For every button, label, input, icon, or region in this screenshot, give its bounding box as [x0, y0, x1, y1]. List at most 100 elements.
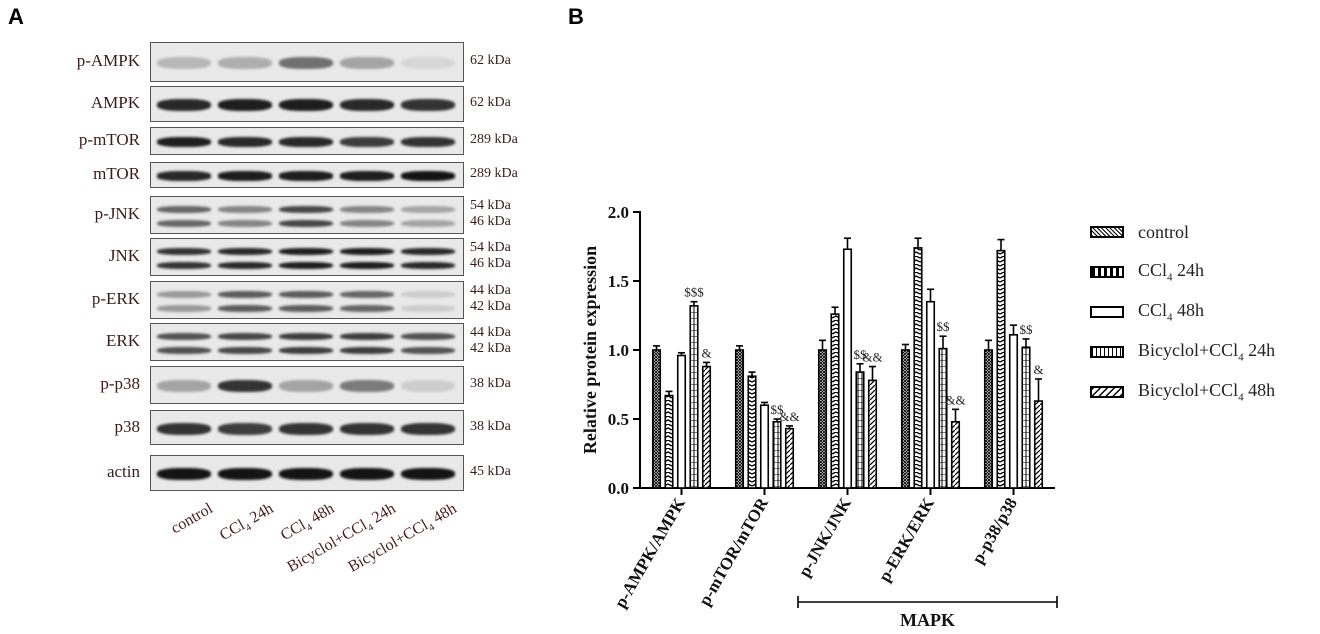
blot-kda-label: 289 kDa: [470, 166, 518, 181]
blot-band: [157, 380, 211, 392]
x-category-label: p-p38/p38: [968, 495, 1021, 568]
blot-strip: [150, 238, 464, 276]
blot-row-label: ERK: [106, 331, 140, 350]
y-tick-label: 2.0: [608, 203, 629, 222]
blot-band: [279, 248, 333, 256]
panel-a-letter: A: [8, 4, 24, 29]
blot-band: [340, 305, 394, 313]
blot-band: [218, 171, 272, 181]
y-tick-label: 0.0: [608, 479, 629, 498]
y-axis-label: Relative protein expression: [580, 246, 600, 454]
bar: [913, 247, 923, 489]
bar: [1021, 346, 1031, 489]
bar: [734, 349, 745, 489]
x-category-label: p-ERK/ERK: [875, 494, 939, 585]
blot-lane-label: Bicyclol+CCl4 48h: [345, 500, 460, 576]
mapk-bracket-label: MAPK: [900, 610, 955, 630]
blot-row-label: actin: [106, 462, 140, 481]
bar: [817, 349, 828, 489]
legend-swatch: [1090, 306, 1124, 318]
blot-row-label: mTOR: [93, 164, 140, 183]
blot-band: [340, 248, 394, 256]
blot-band: [340, 380, 394, 392]
bar: [1008, 334, 1019, 489]
bar: [900, 349, 911, 489]
bar: [983, 349, 994, 489]
bar: [996, 249, 1006, 489]
y-tick-label: 1.0: [608, 341, 629, 360]
bar: [938, 347, 948, 489]
blot-band: [401, 291, 455, 299]
blot-kda-label: 46 kDa: [470, 214, 511, 229]
blot-band: [157, 137, 211, 147]
y-tick-label: 0.5: [608, 410, 629, 429]
blot-strip: [150, 410, 464, 445]
blot-kda-label: 62 kDa: [470, 95, 511, 110]
blot-band: [157, 99, 211, 111]
blot-band: [340, 206, 394, 214]
blot-band: [218, 305, 272, 313]
blot-band: [279, 137, 333, 147]
chart-labels: $$$&$$&&$$&&$$&&$$&p-AMPK/AMPK p-mTOR/mTO…: [611, 285, 1044, 630]
blot-band: [157, 422, 211, 435]
blot-band: [218, 262, 272, 270]
blot-kda-label: 54 kDa: [470, 240, 511, 255]
bar: [689, 305, 699, 489]
blot-band: [218, 220, 272, 228]
blot-band: [279, 380, 333, 392]
blot-band: [218, 347, 272, 355]
blot-band: [340, 171, 394, 181]
blot-strip: [150, 455, 464, 491]
significance-mark: &&: [779, 409, 799, 424]
blot-band: [340, 422, 394, 435]
x-category-label: p-JNK/JNK: [795, 494, 856, 580]
bar: [830, 313, 840, 489]
y-tick-label: 1.5: [608, 272, 629, 291]
blot-band: [401, 468, 455, 480]
blot-row-label: p-mTOR: [78, 130, 140, 149]
blot-band: [218, 422, 272, 435]
blot-band: [279, 206, 333, 214]
bar: [784, 427, 795, 489]
blot-band: [218, 99, 272, 111]
bar: [747, 375, 757, 489]
blot-kda-label: 38 kDa: [470, 376, 511, 391]
blot-band: [401, 333, 455, 341]
legend-label: CCl4 24h: [1138, 260, 1205, 284]
significance-mark: &&: [945, 392, 965, 407]
x-category-label: p-AMPK/AMPK: [611, 494, 690, 611]
blot-band: [218, 468, 272, 480]
blot-row-label: AMPK: [90, 93, 140, 112]
bar: [772, 420, 782, 489]
legend-label: control: [1138, 221, 1189, 242]
blot-band: [157, 220, 211, 228]
blot-band: [279, 99, 333, 111]
blot-band: [157, 305, 211, 313]
bar: [664, 394, 674, 489]
significance-mark: &: [701, 345, 711, 360]
blot-lane-label: CCl4 24h: [217, 500, 277, 545]
blot-band: [157, 206, 211, 214]
blot-band: [401, 347, 455, 355]
bar: [925, 300, 936, 489]
legend-label: Bicyclol+CCl4 24h: [1138, 340, 1276, 364]
blot-kda-label: 289 kDa: [470, 132, 518, 147]
blot-band: [340, 468, 394, 480]
blot-band: [279, 468, 333, 480]
blot-kda-label: 42 kDa: [470, 341, 511, 356]
blot-strip: [150, 366, 464, 404]
legend-item: CCl4 48h: [1090, 300, 1204, 324]
blot-band: [401, 171, 455, 181]
legend-swatch: [1090, 226, 1124, 238]
blot-band: [401, 422, 455, 435]
significance-mark: &&: [862, 350, 882, 365]
blot-strip: [150, 127, 464, 155]
blot-band: [279, 422, 333, 435]
blot-kda-label: 42 kDa: [470, 299, 511, 314]
blot-band: [279, 291, 333, 299]
blot-band: [279, 220, 333, 228]
blot-band: [157, 171, 211, 181]
bar: [759, 404, 770, 489]
bar: [842, 248, 853, 489]
blot-strip: [150, 323, 464, 361]
